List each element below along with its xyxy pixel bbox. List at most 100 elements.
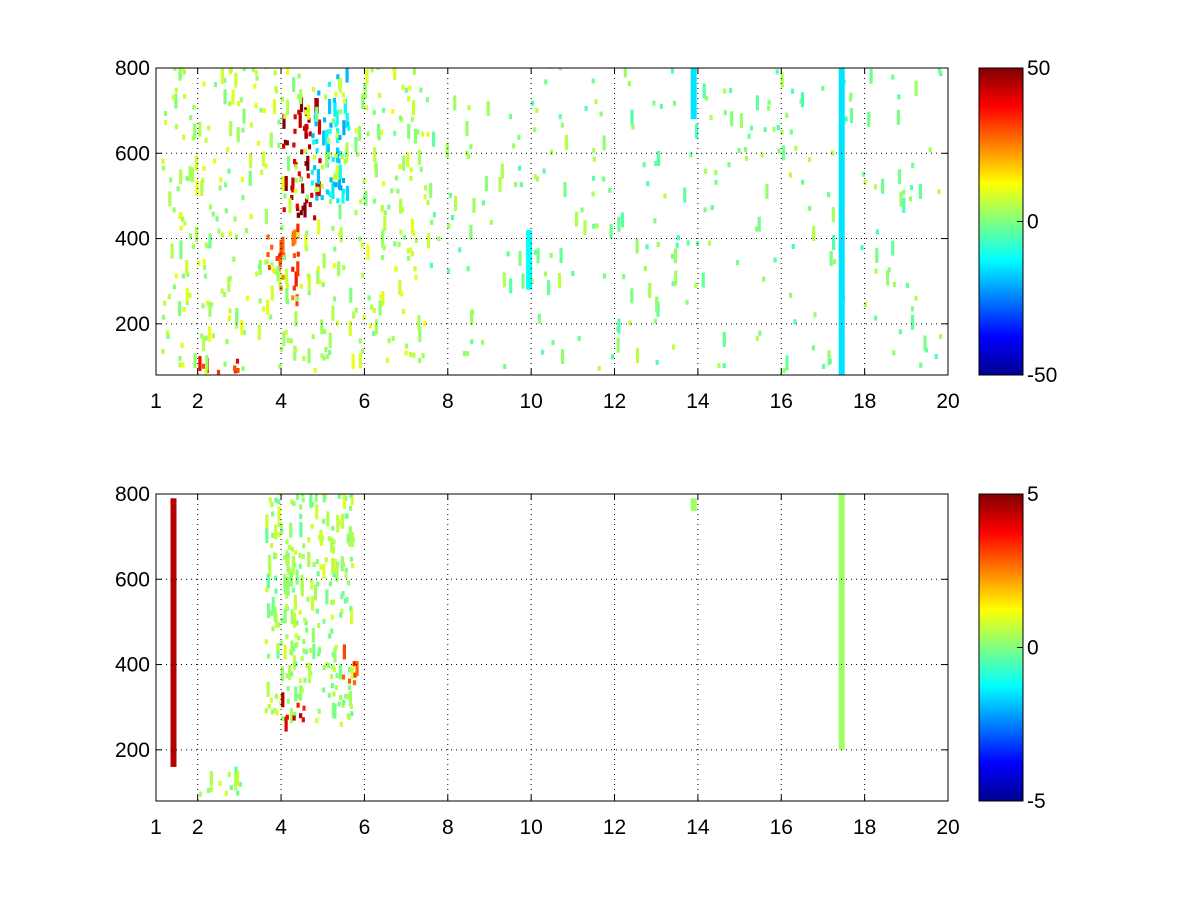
heatmap-cell xyxy=(521,273,525,289)
heatmap-cell xyxy=(264,208,268,224)
heatmap-cell xyxy=(290,671,294,677)
heatmap-cell xyxy=(338,164,342,180)
heatmap-cell xyxy=(336,320,340,326)
heatmap-cell xyxy=(342,644,346,660)
heatmap-cell xyxy=(327,536,331,542)
heatmap-cell xyxy=(448,192,453,198)
heatmap-cell xyxy=(897,169,902,185)
heatmap-cell xyxy=(286,68,290,75)
heatmap-cell xyxy=(178,214,182,220)
heatmap-cell xyxy=(299,283,303,289)
heatmap-cell xyxy=(316,266,321,272)
heatmap-cell xyxy=(307,537,311,543)
heatmap-cell xyxy=(325,189,329,195)
heatmap-cell xyxy=(193,353,197,369)
heatmap-cell xyxy=(274,524,278,540)
heatmap-cell xyxy=(271,267,275,273)
heatmap-cell xyxy=(285,283,290,289)
heatmap-cell xyxy=(450,215,455,220)
heatmap-cell xyxy=(342,700,346,705)
heatmap-cell xyxy=(209,771,213,787)
heatmap-cell xyxy=(208,301,212,317)
heatmap-cell xyxy=(299,504,303,510)
heatmap-cell xyxy=(782,145,786,161)
heatmap-cell xyxy=(266,299,270,315)
heatmap-cell xyxy=(811,345,815,351)
heatmap-cell xyxy=(174,93,178,109)
heatmap-cell xyxy=(630,109,634,125)
heatmap-cell xyxy=(372,307,376,313)
heatmap-cell xyxy=(284,604,288,610)
heatmap-cell xyxy=(284,329,288,335)
heatmap-cell xyxy=(426,200,430,206)
heatmap-cell xyxy=(283,113,287,119)
heatmap-cell xyxy=(328,128,332,134)
heatmap-cell xyxy=(332,263,336,269)
heatmap-cell xyxy=(294,311,298,327)
heatmap-cell xyxy=(328,198,332,204)
heatmap-cell xyxy=(276,266,280,281)
heatmap-cell xyxy=(360,242,364,248)
heatmap-cell xyxy=(902,197,906,213)
heatmap-cell xyxy=(833,259,837,265)
heatmap-cell xyxy=(285,99,290,115)
heatmap-cell xyxy=(313,367,317,373)
heatmap-cell xyxy=(295,641,299,647)
heatmap-cell xyxy=(767,105,771,111)
heatmap-cell xyxy=(339,694,343,700)
heatmap-cell xyxy=(282,331,286,347)
heatmap-cell xyxy=(689,152,693,158)
heatmap-cell xyxy=(346,121,350,127)
heatmap-cell xyxy=(333,558,337,574)
heatmap-cell xyxy=(518,165,522,171)
heatmap-cell xyxy=(181,216,185,222)
heatmap-cell xyxy=(320,540,324,546)
heatmap-cell xyxy=(358,353,362,369)
heatmap-cell xyxy=(283,193,287,199)
heatmap-cell xyxy=(775,69,779,75)
heatmap-cell xyxy=(235,308,239,324)
heatmap-cell xyxy=(407,123,411,139)
heatmap-cell xyxy=(322,665,326,670)
heatmap-cell xyxy=(383,210,387,216)
heatmap-cell xyxy=(345,148,349,154)
heatmap-cell xyxy=(902,189,906,195)
heatmap-cell xyxy=(286,590,290,596)
heatmap-cell xyxy=(410,116,414,122)
heatmap-cell xyxy=(318,534,322,540)
heatmap-cell xyxy=(304,620,308,626)
heatmap-cell xyxy=(431,131,436,147)
heatmap-cell xyxy=(224,790,228,796)
heatmap-cell xyxy=(892,281,896,287)
heatmap-cell xyxy=(233,366,237,371)
heatmap-cell xyxy=(320,164,324,170)
heatmap-cell xyxy=(369,323,373,329)
heatmap-cell xyxy=(418,327,422,342)
heatmap-cell xyxy=(223,89,227,105)
heatmap-cell xyxy=(722,331,726,347)
heatmap-cell xyxy=(331,525,335,531)
heatmap-cell xyxy=(381,107,386,113)
heatmap-cell xyxy=(758,330,762,336)
heatmap-cell xyxy=(295,203,299,209)
heatmap-cell xyxy=(557,272,562,288)
heatmap-cell xyxy=(591,78,595,84)
x-tick-label: 1 xyxy=(150,816,162,839)
heatmap-cell xyxy=(265,587,269,593)
heatmap-cell xyxy=(223,361,227,367)
heatmap-cell xyxy=(298,563,302,569)
heatmap-cell xyxy=(318,158,322,164)
heatmap-cell xyxy=(336,561,340,567)
heatmap-cell xyxy=(274,588,278,594)
heatmap-cell xyxy=(229,121,233,136)
heatmap-cell xyxy=(342,494,346,509)
heatmap-cell xyxy=(370,68,374,73)
y-tick-label: 600 xyxy=(115,568,150,591)
heatmap-cell xyxy=(517,134,521,140)
heatmap-cell xyxy=(308,202,312,208)
heatmap-cell xyxy=(269,314,273,320)
y-tick-label: 800 xyxy=(115,57,150,80)
heatmap-cell xyxy=(204,137,208,143)
colorbar-tick-label: 0 xyxy=(1027,637,1039,660)
heatmap-cell xyxy=(367,295,371,301)
